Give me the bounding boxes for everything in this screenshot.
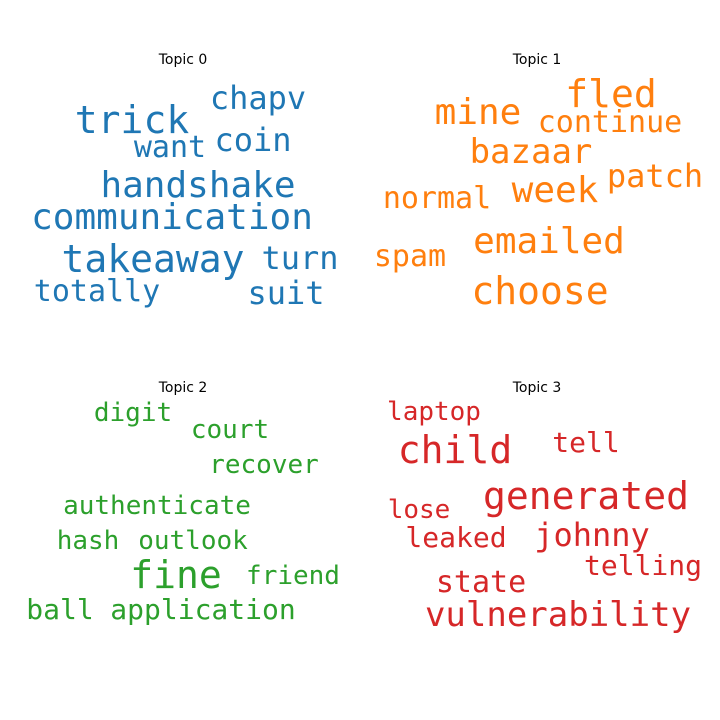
word-lose: lose — [387, 495, 451, 525]
word-johnny: johnny — [534, 516, 650, 554]
word-fine: fine — [130, 553, 222, 597]
word-week: week — [511, 170, 599, 211]
word-digit: digit — [93, 398, 173, 428]
panel-title-topic-0: Topic 0 — [158, 52, 208, 68]
word-want: want — [133, 130, 207, 165]
word-mine: mine — [434, 92, 522, 133]
word-communication: communication — [31, 197, 313, 238]
panel-title-topic-2: Topic 2 — [158, 380, 208, 396]
word-spam: spam — [373, 239, 447, 274]
word-state: state — [435, 565, 527, 600]
panel-title-topic-1: Topic 1 — [512, 52, 562, 68]
word-vulnerability: vulnerability — [424, 595, 692, 635]
word-trick: trick — [74, 98, 190, 142]
word-child: child — [397, 428, 513, 472]
word-takeaway: takeaway — [61, 237, 245, 281]
word-turn: turn — [261, 239, 339, 277]
word-generated: generated — [483, 474, 689, 518]
word-recover: recover — [209, 450, 319, 480]
word-telling: telling — [583, 549, 703, 582]
word-coin: coin — [214, 121, 292, 159]
word-patch: patch — [606, 157, 704, 195]
word-leaked: leaked — [405, 521, 507, 554]
word-choose: choose — [471, 269, 609, 313]
word-authenticate: authenticate — [63, 491, 251, 521]
word-handshake: handshake — [100, 165, 296, 206]
word-normal: normal — [382, 181, 492, 216]
word-chapv: chapv — [209, 79, 307, 117]
word-totally: totally — [33, 274, 161, 309]
word-tell: tell — [552, 426, 620, 459]
word-hash: hash — [56, 526, 120, 556]
word-friend: friend — [246, 561, 340, 591]
word-application: application — [110, 593, 296, 626]
word-laptop: laptop — [387, 397, 481, 427]
word-continue: continue — [537, 105, 683, 140]
word-emailed: emailed — [473, 221, 625, 262]
word-bazaar: bazaar — [469, 132, 593, 172]
word-ball: ball — [26, 593, 94, 626]
word-suit: suit — [247, 274, 325, 312]
word-outlook: outlook — [138, 526, 248, 556]
word-fled: fled — [565, 72, 657, 116]
panel-title-topic-3: Topic 3 — [512, 380, 562, 396]
word-court: court — [190, 415, 270, 445]
